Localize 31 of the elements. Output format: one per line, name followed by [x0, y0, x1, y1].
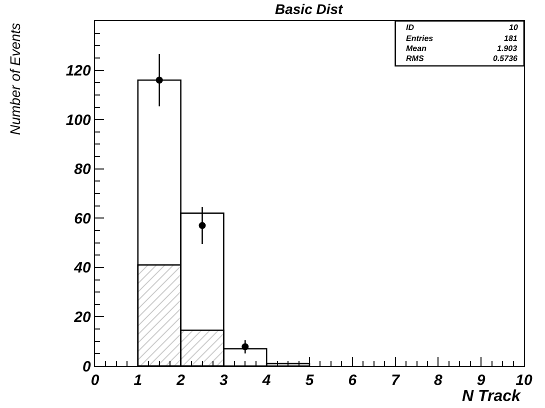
- chart-title: Basic Dist: [275, 1, 344, 17]
- annotation: 181: [504, 34, 518, 43]
- point: [242, 343, 249, 350]
- y-tick-label: 0: [82, 358, 92, 376]
- x-tick-label: 1: [134, 372, 142, 390]
- y-tick-label: 80: [74, 161, 92, 178]
- annotation: 1.903: [497, 44, 518, 53]
- annotation: RMS: [406, 54, 424, 63]
- point: [156, 76, 163, 84]
- x-tick-label: 4: [261, 372, 272, 390]
- x-tick-label: 8: [434, 372, 444, 390]
- x-tick-label: 10: [516, 372, 533, 390]
- x-tick-label: 3: [220, 372, 229, 390]
- annotation: Mean: [406, 44, 427, 53]
- y-axis-title: Number of Events: [7, 22, 23, 135]
- annotation: 10: [509, 23, 518, 32]
- x-tick-label: 2: [176, 372, 186, 390]
- x-tick-label: 9: [476, 372, 486, 390]
- y-tick-label: 20: [73, 308, 92, 326]
- annotation: Entries: [406, 34, 434, 43]
- annotation: ID: [406, 23, 414, 32]
- x-tick-label: 7: [391, 372, 400, 390]
- x-tick-label: 6: [348, 372, 358, 390]
- x-axis-title: N Track: [462, 388, 522, 405]
- x-tick-label: 5: [305, 372, 314, 390]
- y-tick-label: 120: [66, 62, 92, 80]
- y-tick-label: 40: [73, 260, 92, 277]
- annotation: 0.5736: [493, 54, 518, 63]
- y-tick-label: 100: [66, 112, 92, 129]
- y-tick-label: 60: [74, 210, 92, 228]
- point: [198, 222, 206, 230]
